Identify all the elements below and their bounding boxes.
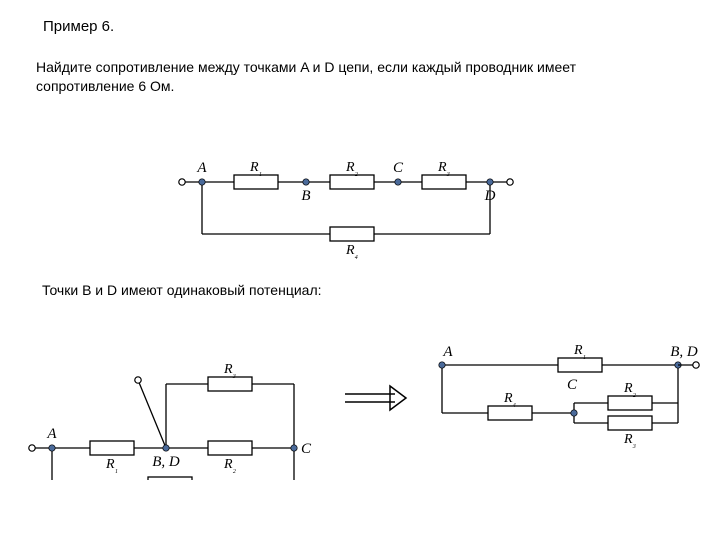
svg-text:B, D: B, D bbox=[670, 345, 698, 360]
svg-text:B, D: B, D bbox=[152, 454, 180, 470]
svg-text:R₄: R₄ bbox=[345, 243, 359, 260]
svg-text:R₁: R₁ bbox=[249, 160, 262, 177]
svg-text:R₃: R₃ bbox=[437, 160, 451, 177]
svg-text:C: C bbox=[301, 441, 312, 457]
svg-text:R₁: R₁ bbox=[573, 345, 586, 360]
implies-arrow bbox=[340, 380, 410, 420]
circuit-1: R₁ R₂ R₃ R₄ A B C D bbox=[170, 150, 530, 260]
svg-text:A: A bbox=[442, 345, 453, 360]
svg-text:R₃: R₃ bbox=[623, 432, 637, 449]
svg-text:C: C bbox=[393, 160, 404, 176]
svg-text:D: D bbox=[484, 188, 496, 204]
svg-text:R₂: R₂ bbox=[623, 381, 637, 398]
note-text: Точки B и D имеют одинаковый потенциал: bbox=[42, 282, 322, 298]
svg-text:R₂: R₂ bbox=[345, 160, 359, 177]
svg-text:R₂: R₂ bbox=[223, 457, 237, 474]
svg-text:C: C bbox=[567, 377, 578, 393]
problem-text: Найдите сопротивление между точками A и … bbox=[36, 58, 636, 96]
svg-text:R₄: R₄ bbox=[503, 391, 517, 408]
circuit-3: R₁ R₂ R₃ R₄ A B, D C bbox=[420, 345, 710, 465]
svg-text:A: A bbox=[196, 160, 207, 176]
title: Пример 6. bbox=[43, 18, 114, 35]
svg-text:R₃: R₃ bbox=[223, 362, 237, 379]
svg-text:A: A bbox=[46, 426, 57, 442]
svg-text:B: B bbox=[301, 188, 310, 204]
circuit-2: R₁R₂R₃R₄AB, DC bbox=[20, 360, 320, 480]
svg-text:R₁: R₁ bbox=[105, 457, 118, 474]
